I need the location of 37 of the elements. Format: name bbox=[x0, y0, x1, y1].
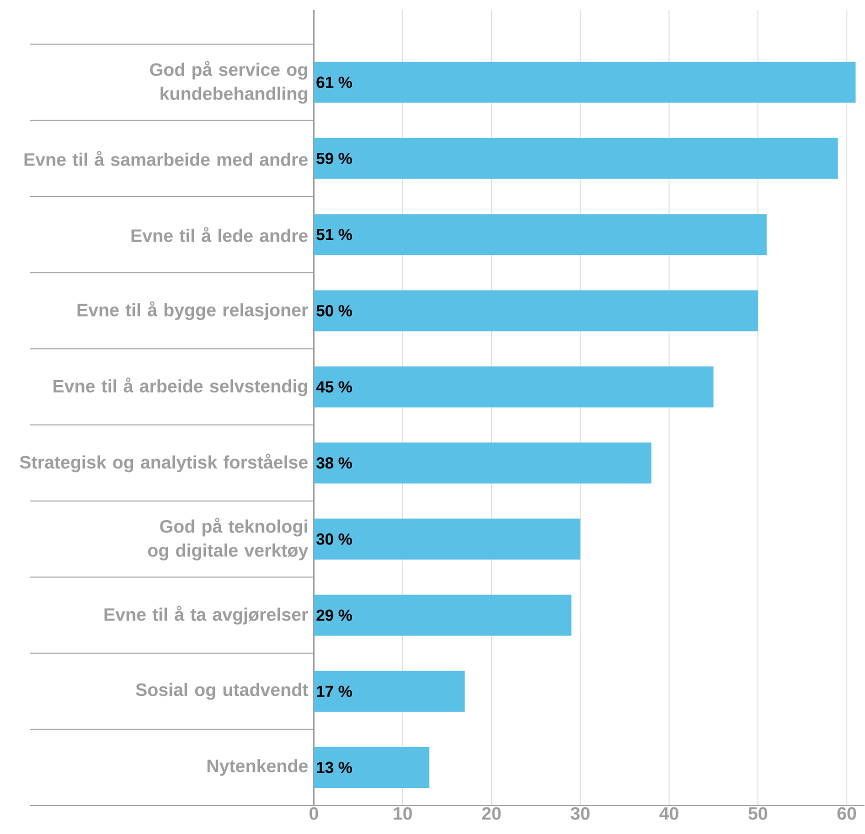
bar bbox=[314, 138, 838, 180]
data-label: 51 % bbox=[316, 229, 352, 240]
bar bbox=[314, 671, 465, 712]
bar bbox=[314, 747, 430, 788]
bar bbox=[314, 594, 572, 636]
data-label: 59 % bbox=[316, 153, 352, 164]
bar bbox=[314, 62, 856, 104]
data-label: 30 % bbox=[316, 534, 352, 545]
y-tick-label: Strategisk og analytisk forståelse bbox=[20, 454, 308, 472]
data-label: 61 % bbox=[316, 76, 352, 88]
y-tick-label: Evne til å ta avgjørelser bbox=[104, 606, 308, 625]
x-tick-label: 0 bbox=[310, 807, 318, 820]
x-tick-label: 50 bbox=[748, 807, 768, 820]
bar bbox=[314, 518, 580, 560]
y-tick-label: Evne til å arbeide selvstendig bbox=[54, 378, 308, 396]
x-tick-label: 20 bbox=[482, 807, 501, 820]
data-label: 38 % bbox=[316, 458, 352, 469]
bar bbox=[314, 214, 767, 256]
data-label: 50 % bbox=[316, 305, 352, 317]
data-label: 17 % bbox=[317, 686, 352, 698]
x-tick-label: 30 bbox=[570, 807, 590, 820]
bar bbox=[314, 290, 758, 332]
y-tick-label: Sosial og utadvendt bbox=[136, 683, 308, 700]
x-tick-label: 60 bbox=[837, 807, 856, 820]
y-tick-label: Nytenkende bbox=[208, 759, 308, 776]
y-tick-label: Evne til å samarbeide med andre bbox=[24, 151, 308, 166]
data-label: 29 % bbox=[316, 610, 352, 622]
y-tick-label: Evne til å bygge relasjoner bbox=[78, 302, 308, 320]
x-tick-label: 40 bbox=[659, 807, 678, 820]
bar bbox=[314, 366, 714, 408]
y-tick-label: God på teknologi og digitale verktøy bbox=[148, 518, 308, 561]
y-tick-label: Evne til å lede andre bbox=[132, 227, 308, 242]
y-tick-label: God på service og kundebehandling bbox=[150, 61, 308, 104]
data-label: 13 % bbox=[317, 762, 352, 774]
data-label: 45 % bbox=[316, 381, 352, 393]
bar bbox=[314, 442, 652, 484]
x-tick-label: 10 bbox=[394, 807, 412, 820]
